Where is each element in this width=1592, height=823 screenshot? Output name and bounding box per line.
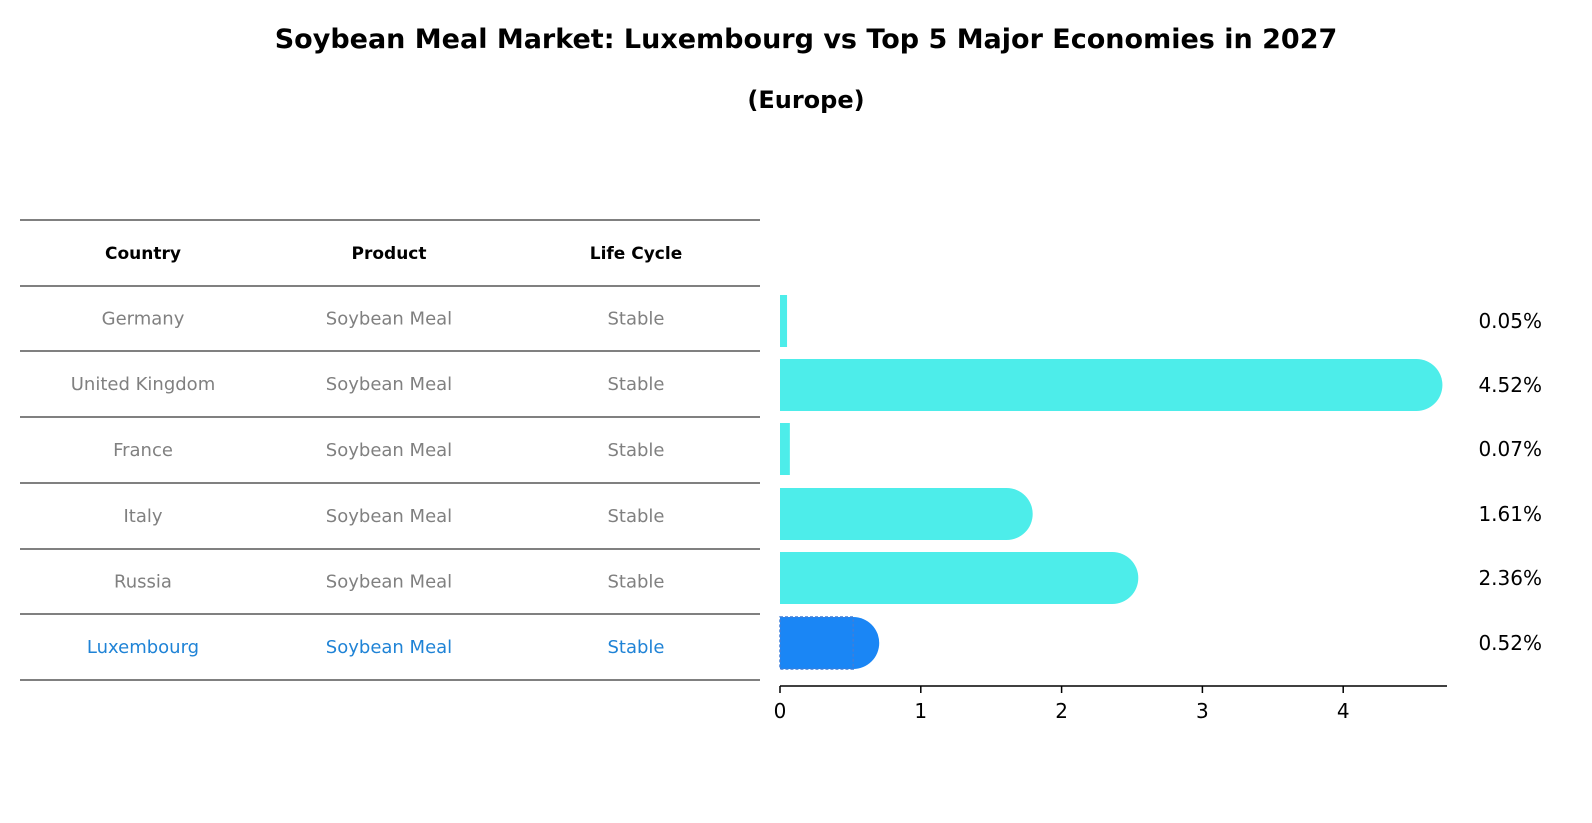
- x-tick-label: 0: [774, 699, 787, 723]
- value-label: 2.36%: [1478, 566, 1542, 590]
- x-tick-label: 3: [1196, 699, 1209, 723]
- bar-germany: [780, 295, 788, 347]
- chart-subtitle: (Europe): [747, 86, 864, 114]
- life-cycle-cell: Stable: [607, 637, 664, 658]
- life-cycle-header: Life Cycle: [590, 244, 683, 264]
- country-cell: United Kingdom: [71, 374, 215, 395]
- value-label: 0.05%: [1478, 309, 1542, 333]
- bar-luxembourg: [780, 617, 880, 669]
- product-header: Product: [352, 244, 427, 264]
- product-cell: Soybean Meal: [326, 440, 452, 461]
- product-cell: Soybean Meal: [326, 572, 452, 593]
- life-cycle-cell: Stable: [607, 374, 664, 395]
- country-cell: Germany: [102, 309, 185, 330]
- value-labels: 0.05% 4.52% 0.07% 1.61% 2.36% 0.52%: [1478, 309, 1542, 655]
- country-cell: Russia: [114, 572, 172, 593]
- x-tick-label: 2: [1055, 699, 1068, 723]
- bar-france: [780, 423, 790, 475]
- data-table: Country Product Life Cycle Germany Soybean M…: [20, 219, 760, 681]
- bar-series: [779, 295, 1443, 670]
- x-tick-label: 1: [914, 699, 927, 723]
- country-cell: Italy: [123, 506, 162, 527]
- life-cycle-cell: Stable: [607, 309, 664, 330]
- highlight-bar-outline: [779, 616, 854, 670]
- life-cycle-cell: Stable: [607, 572, 664, 593]
- life-cycle-cell: Stable: [607, 506, 664, 527]
- value-label: 0.07%: [1478, 437, 1542, 461]
- country-cell: Luxembourg: [87, 637, 199, 658]
- value-label: 0.52%: [1478, 631, 1542, 655]
- country-cell: France: [113, 440, 173, 461]
- product-cell: Soybean Meal: [326, 506, 452, 527]
- value-label: 1.61%: [1478, 502, 1542, 526]
- life-cycle-cell: Stable: [607, 440, 664, 461]
- bar-russia: [780, 552, 1139, 604]
- x-axis: 0 1 2 3 4: [774, 685, 1447, 723]
- value-label: 4.52%: [1478, 373, 1542, 397]
- bar-italy: [780, 488, 1033, 540]
- bar-united-kingdom: [780, 359, 1443, 411]
- product-cell: Soybean Meal: [326, 637, 452, 658]
- x-tick-label: 4: [1337, 699, 1350, 723]
- product-cell: Soybean Meal: [326, 374, 452, 395]
- product-cell: Soybean Meal: [326, 309, 452, 330]
- chart-title: Soybean Meal Market: Luxembourg vs Top 5…: [275, 24, 1338, 55]
- country-header: Country: [105, 244, 181, 264]
